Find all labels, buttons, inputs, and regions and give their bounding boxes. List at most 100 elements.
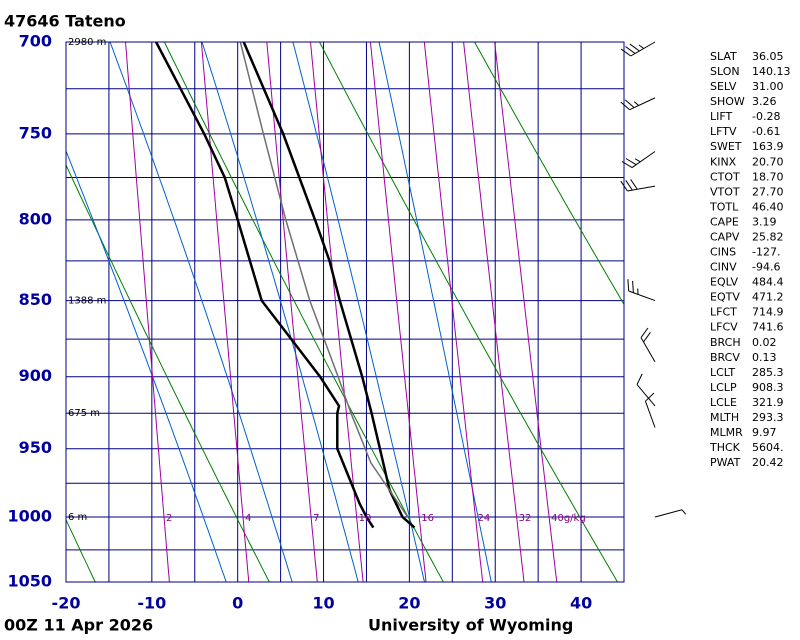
y-tick-label: 900	[19, 366, 52, 385]
stat-name: LCLT	[710, 366, 735, 379]
stat-value: 31.00	[752, 80, 784, 93]
dry-adiabat	[163, 42, 444, 582]
stat-name: THCK	[709, 441, 741, 454]
mixing-ratio-label: 4	[245, 513, 251, 524]
barb-staff	[630, 41, 656, 57]
mixing-ratio-label: 7	[313, 513, 319, 524]
stat-name: TOTL	[709, 200, 739, 213]
mixing-ratio-label: 2	[166, 513, 172, 524]
barb-feather	[620, 180, 628, 192]
height-label: 6 m	[68, 512, 87, 523]
barb-feather	[681, 509, 687, 515]
mixing-ratio-label: 16	[421, 513, 434, 524]
mixing-ratio-label: 40g/kg	[551, 513, 586, 524]
plot-frame	[65, 41, 625, 583]
moist-adiabat	[201, 42, 359, 582]
x-tick-label: 30	[484, 594, 506, 613]
stat-value: 3.26	[752, 95, 777, 108]
stat-value: 0.13	[752, 351, 777, 364]
stat-value: 25.82	[752, 230, 784, 243]
stat-value: 714.9	[752, 306, 784, 319]
y-tick-label: 700	[19, 32, 52, 51]
barb-feather	[638, 44, 645, 49]
wind-barb	[621, 151, 656, 169]
wind-barb	[620, 179, 656, 192]
wind-barb	[644, 392, 656, 428]
stat-value: 36.05	[752, 50, 784, 63]
barb-feather	[621, 161, 633, 169]
stat-value: 46.40	[752, 200, 784, 213]
mixing-ratio-label: 10	[359, 513, 372, 524]
barb-feather	[620, 101, 630, 111]
stat-value: 484.4	[752, 276, 784, 289]
x-tick-label: 20	[398, 594, 420, 613]
barb-feather	[624, 99, 635, 108]
stat-name: EQLV	[710, 276, 739, 289]
dry-adiabat	[474, 42, 624, 306]
barb-feather	[645, 392, 655, 402]
stat-name: SELV	[710, 80, 737, 93]
y-tick-label: 1050	[7, 572, 52, 591]
mixing-ratio-line	[463, 42, 525, 582]
mixing-ratio-line	[369, 42, 427, 582]
moist-adiabat	[66, 149, 227, 582]
stat-value: 321.9	[752, 396, 784, 409]
stat-value: 9.97	[752, 426, 777, 439]
stat-name: MLMR	[710, 426, 743, 439]
barb-feather	[632, 280, 634, 293]
stat-name: CTOT	[710, 170, 740, 183]
chart-title: 47646 Tateno	[4, 12, 126, 31]
stat-name: SWET	[710, 140, 742, 153]
stat-name: CINV	[710, 261, 737, 274]
overlay: -20 -10 0 10 20 30 407007508008509009501000105…	[7, 32, 790, 613]
dry-adiabat	[319, 42, 618, 582]
stat-value: 741.6	[752, 321, 784, 334]
barb-feather	[620, 48, 632, 57]
stat-value: 285.3	[752, 366, 784, 379]
mixing-ratio-line	[494, 42, 558, 582]
stat-name: KINX	[710, 155, 737, 168]
height-label: 1388 m	[68, 296, 106, 307]
stat-value: 163.9	[752, 140, 784, 153]
stat-name: SLON	[710, 65, 740, 78]
stat-name: BRCV	[710, 351, 740, 364]
barb-feather	[627, 279, 630, 292]
stat-value: 908.3	[752, 381, 784, 394]
stat-value: -94.6	[752, 261, 780, 274]
x-tick-label: -20	[52, 594, 81, 613]
y-tick-label: 1000	[7, 507, 52, 526]
profile-line	[242, 42, 416, 529]
source: University of Wyoming	[368, 616, 573, 635]
stat-value: 140.13	[752, 65, 791, 78]
barb-feather	[643, 332, 651, 343]
barb-feather	[629, 43, 640, 52]
x-tick-label: 10	[312, 594, 334, 613]
plot-lines	[66, 42, 624, 582]
barb-staff	[628, 290, 656, 302]
stat-name: LFCV	[710, 321, 738, 334]
wind-barb	[620, 41, 656, 57]
barb-feather	[625, 46, 636, 54]
wind-barb	[654, 509, 687, 518]
wind-barb	[627, 279, 656, 302]
barb-feather	[633, 101, 640, 106]
barb-staff	[644, 401, 656, 428]
stat-value: 27.70	[752, 185, 784, 198]
barb-feather	[634, 158, 641, 163]
stat-value: 18.70	[752, 170, 784, 183]
stat-name: SLAT	[710, 50, 737, 63]
mixing-ratio-line	[266, 42, 318, 582]
y-tick-label: 750	[19, 123, 52, 142]
barb-feather	[640, 327, 649, 338]
barb-staff	[629, 97, 656, 111]
stat-value: -0.28	[752, 110, 780, 123]
mixing-ratio-line	[423, 42, 484, 582]
stat-name: LFCT	[710, 306, 737, 319]
x-tick-label: 0	[232, 594, 243, 613]
y-tick-label: 950	[19, 438, 52, 457]
moist-adiabat	[378, 42, 492, 582]
stat-name: BRCH	[710, 336, 741, 349]
stat-value: 471.2	[752, 291, 784, 304]
stat-name: EQTV	[710, 291, 740, 304]
